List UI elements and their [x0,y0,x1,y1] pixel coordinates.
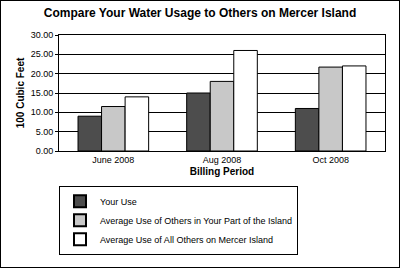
svg-text:30.00: 30.00 [31,30,54,40]
svg-text:June 2008: June 2008 [92,155,134,165]
svg-text:100 Cubic Feet: 100 Cubic Feet [15,57,26,128]
svg-text:Billing Period: Billing Period [190,166,254,177]
svg-text:Aug 2008: Aug 2008 [203,155,242,165]
svg-text:15.00: 15.00 [31,88,54,98]
svg-text:5.00: 5.00 [36,127,54,137]
svg-text:0.00: 0.00 [36,146,54,156]
svg-text:25.00: 25.00 [31,49,54,59]
svg-text:Your Use: Your Use [100,197,137,207]
svg-text:Average Use of All Others on M: Average Use of All Others on Mercer Isla… [100,235,273,245]
svg-text:10.00: 10.00 [31,107,54,117]
svg-text:20.00: 20.00 [31,69,54,79]
svg-text:Oct 2008: Oct 2008 [312,155,349,165]
svg-text:Average Use of Others in Your: Average Use of Others in Your Part of th… [100,216,292,226]
svg-text:Compare Your Water Usage to Ot: Compare Your Water Usage to Others on Me… [44,6,357,20]
